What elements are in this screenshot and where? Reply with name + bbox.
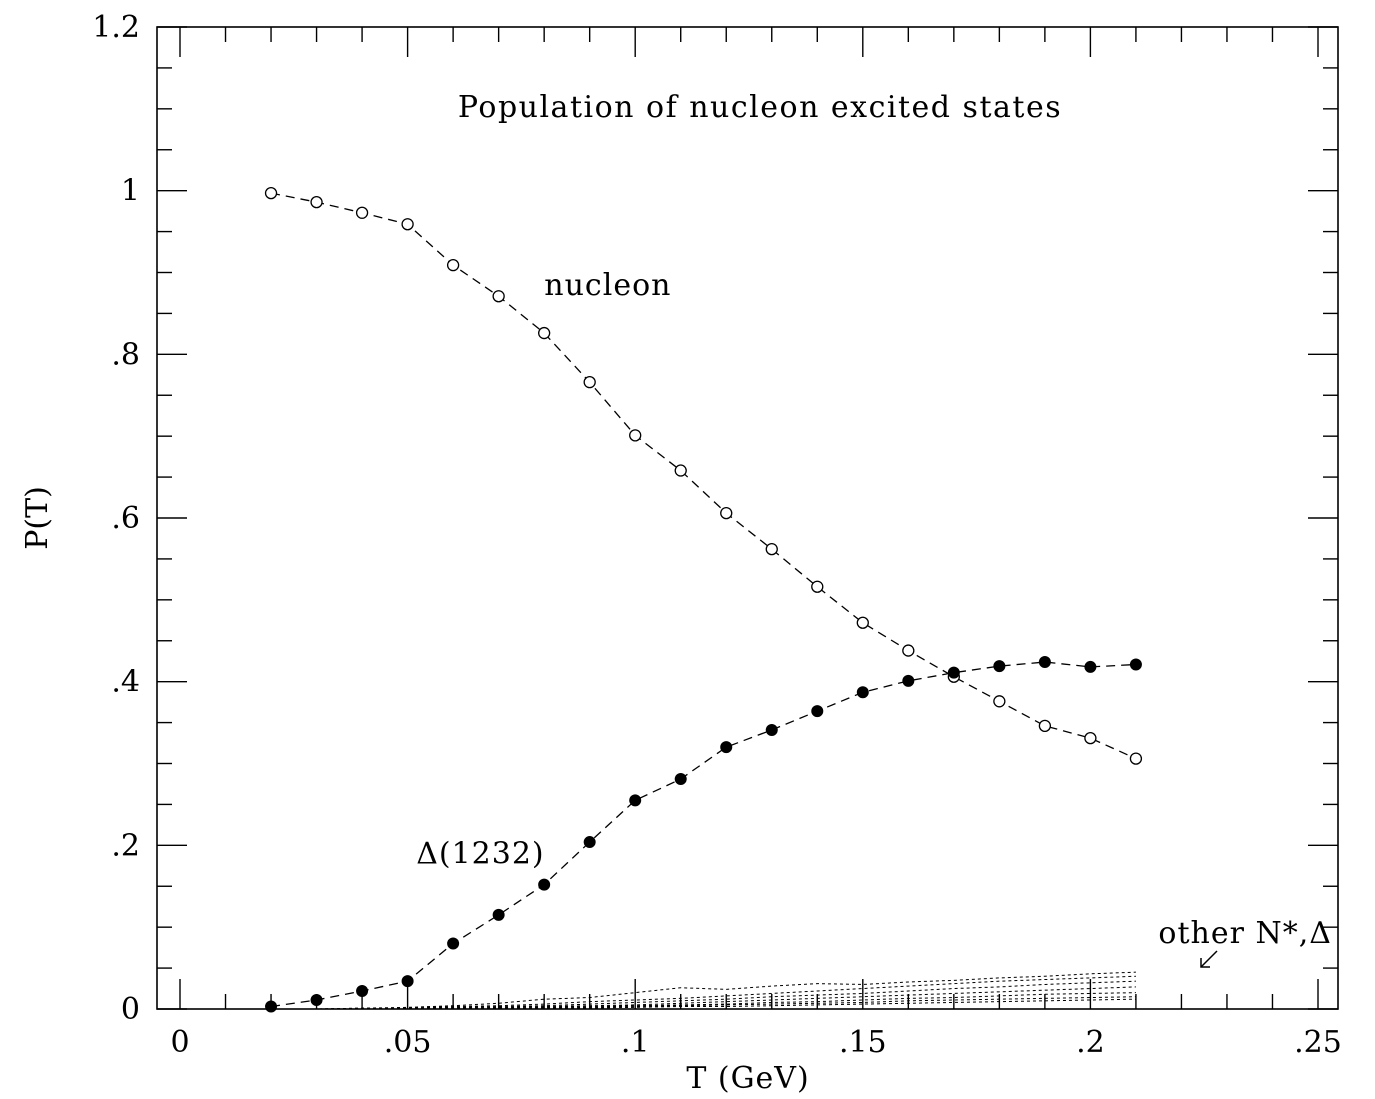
y-tick-label: .8 <box>111 337 140 372</box>
x-tick-label: .1 <box>621 1025 650 1060</box>
data-point-filled <box>538 878 551 891</box>
series-line <box>270 192 1137 760</box>
data-point-open <box>446 258 460 272</box>
data-series <box>264 186 1143 1013</box>
y-tick-label: .2 <box>111 828 140 863</box>
data-point-filled <box>856 686 869 699</box>
data-point-open <box>355 206 369 219</box>
data-point-filled <box>583 836 596 849</box>
data-point-filled <box>1129 658 1142 671</box>
data-point-open <box>856 616 869 629</box>
data-point-open <box>765 542 778 556</box>
x-tick-label: .2 <box>1076 1025 1105 1060</box>
data-point-open <box>492 290 505 303</box>
data-point-open <box>1084 731 1097 745</box>
axis-tick-labels: 0 .05 .1 .15 .2 .25 0 .2 .4 .6 .8 1 1.2 <box>92 10 1342 1060</box>
data-point-open <box>902 644 915 657</box>
annotation-label: Δ(1232) <box>416 837 544 872</box>
plot-frame <box>156 26 1339 1010</box>
data-point-open <box>1129 752 1143 765</box>
data-point-open <box>401 218 414 231</box>
data-point-filled <box>492 908 505 921</box>
y-axis-label: P(T) <box>20 486 55 550</box>
data-point-filled <box>356 984 369 997</box>
data-point-filled <box>811 705 824 718</box>
data-point-open <box>811 580 824 593</box>
x-tick-label: .15 <box>839 1025 887 1060</box>
chart-title: Population of nucleon excited states <box>458 90 1062 125</box>
data-point-open <box>674 464 687 477</box>
data-point-filled <box>720 741 733 754</box>
series-line <box>270 661 1136 1008</box>
data-point-open <box>538 326 551 340</box>
data-point-open <box>264 186 278 200</box>
data-point-filled <box>1038 656 1051 669</box>
other-states-curve <box>271 980 1136 1010</box>
y-tick-label: .6 <box>111 501 140 536</box>
data-point-filled <box>902 674 915 687</box>
y-tick-label: 1 <box>121 174 140 209</box>
data-point-filled <box>1084 660 1097 673</box>
data-point-filled <box>401 975 414 988</box>
other-states-curve <box>271 998 1136 1010</box>
data-point-filled <box>947 666 960 679</box>
data-point-filled <box>629 794 642 807</box>
axis-ticks <box>157 26 1338 1010</box>
annotations: nucleon Δ(1232) other N*,Δ <box>416 268 1332 951</box>
y-tick-label: 0 <box>121 992 140 1027</box>
y-tick-label: .4 <box>111 665 140 700</box>
other-states-curves <box>271 971 1136 1010</box>
annotation-label: nucleon <box>544 268 671 303</box>
data-point-filled <box>765 723 778 736</box>
data-point-filled <box>447 937 460 950</box>
data-point-open <box>583 376 596 389</box>
data-point-open <box>629 429 642 442</box>
y-tick-label: 1.2 <box>92 10 140 45</box>
data-point-open <box>720 506 733 520</box>
data-point-filled <box>265 1000 278 1013</box>
arrow-icon <box>1200 950 1218 968</box>
annotation-label: other N*,Δ <box>1158 916 1332 951</box>
x-tick-label: 0 <box>170 1025 189 1060</box>
other-states-curve <box>271 971 1136 1010</box>
data-point-filled <box>674 773 687 786</box>
x-tick-label: .05 <box>384 1025 432 1060</box>
data-point-open <box>1038 719 1052 733</box>
data-point-filled <box>310 993 323 1006</box>
data-point-open <box>310 195 323 209</box>
data-point-open <box>993 695 1006 708</box>
x-axis-label: T (GeV) <box>686 1061 809 1096</box>
x-tick-label: .25 <box>1294 1025 1342 1060</box>
data-point-filled <box>993 660 1006 673</box>
